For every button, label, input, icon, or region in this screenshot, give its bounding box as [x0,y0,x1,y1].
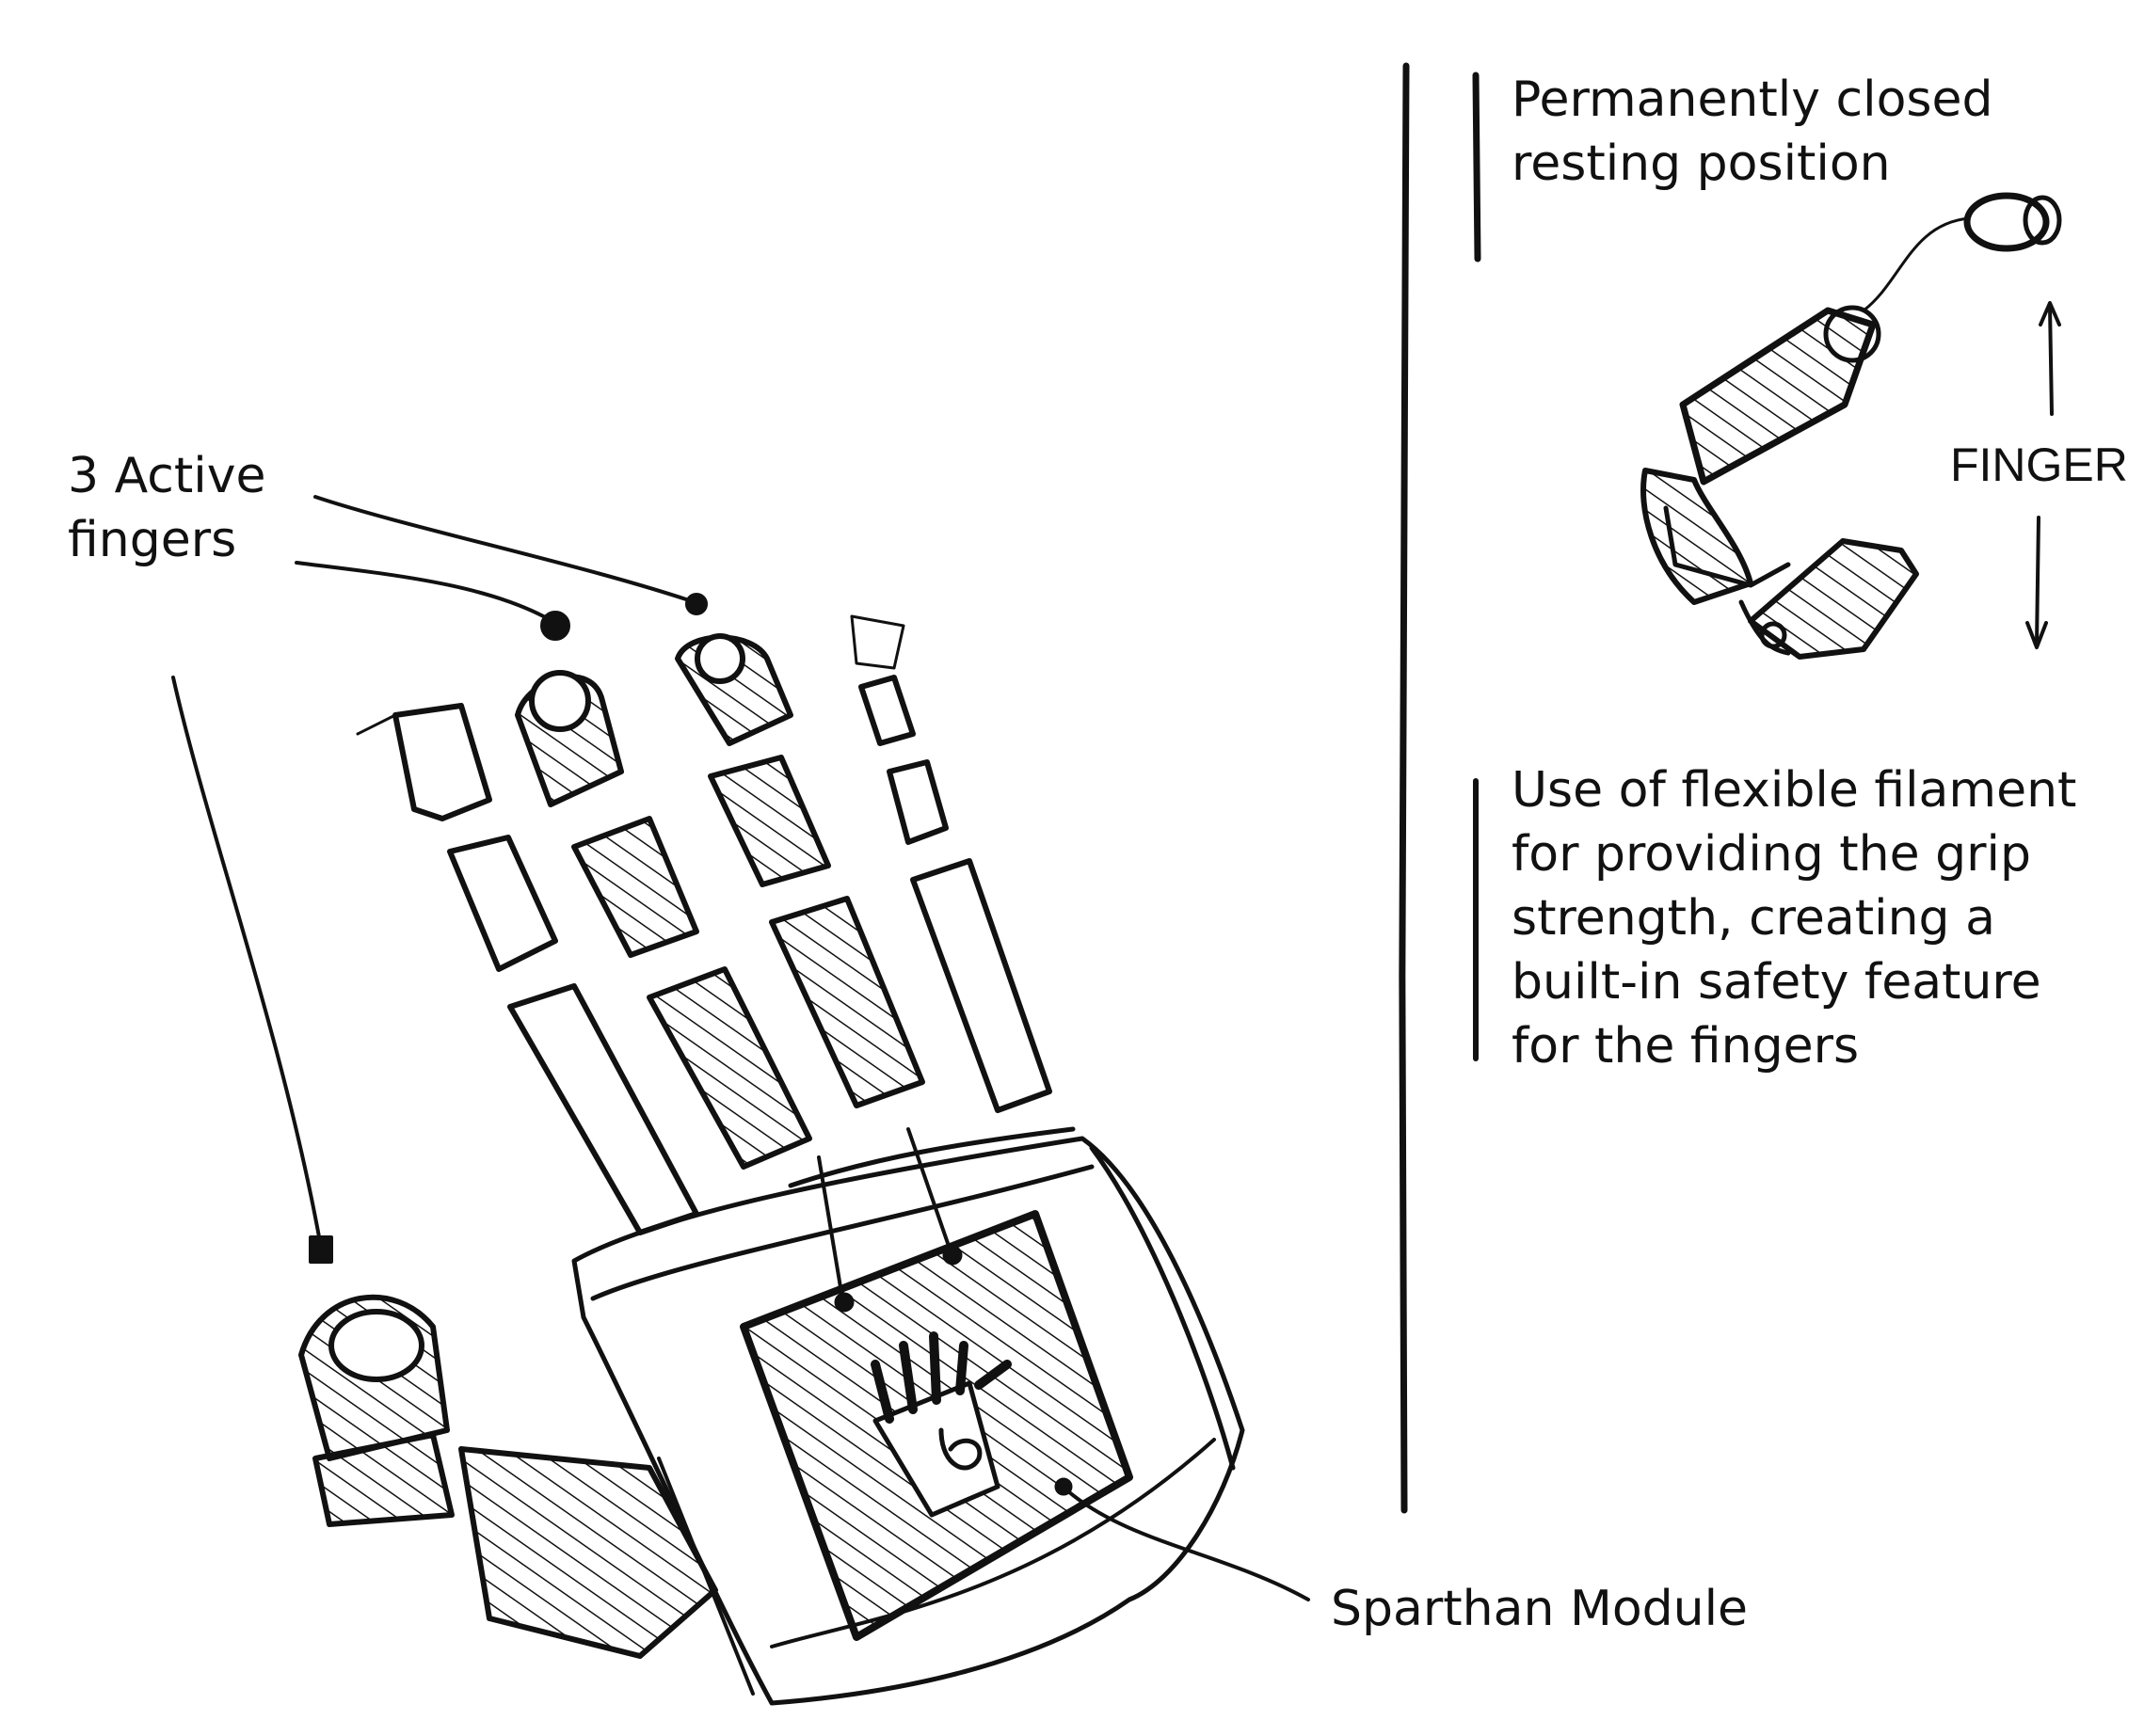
finger-passive-right [850,614,1052,1113]
finger-passive-left [356,703,699,1235]
thumb-active [298,1294,755,1696]
module-leader [1066,1489,1310,1601]
filament-note-label: Use of flexible filament for providing t… [1512,758,2076,1078]
resting-line-2: resting position [1512,135,1891,192]
filament-line-2: for providing the grip [1512,826,2031,883]
active-fingers-line-2: fingers [68,512,237,568]
filament-line-5: for the fingers [1512,1018,1860,1075]
resting-note-bar [1472,72,1481,263]
palm-body [571,1126,1245,1706]
sparthan-module-label: Sparthan Module [1331,1581,1749,1637]
filament-line-4: built-in safety feature [1512,954,2041,1011]
resting-position-label: Permanently closed resting position [1512,68,1992,196]
finger-active-2 [515,670,812,1170]
filament-line-3: strength, creating a [1512,890,1995,947]
active-fingers-label: 3 Active fingers [68,444,265,572]
resting-line-1: Permanently closed [1512,72,1993,128]
active-fingers-line-1: 3 Active [68,448,266,504]
active-fingers-leaders [171,495,708,1264]
divider-line [1399,62,1410,1514]
finger-dimension-arrow [2025,301,2061,649]
finger-active-3 [675,633,925,1108]
finger-label: FINGER [1950,438,2128,491]
closed-finger-sketch [1640,192,2062,660]
sparthan-module-graphic [740,1127,1133,1641]
filament-line-1: Use of flexible filament [1512,762,2077,819]
